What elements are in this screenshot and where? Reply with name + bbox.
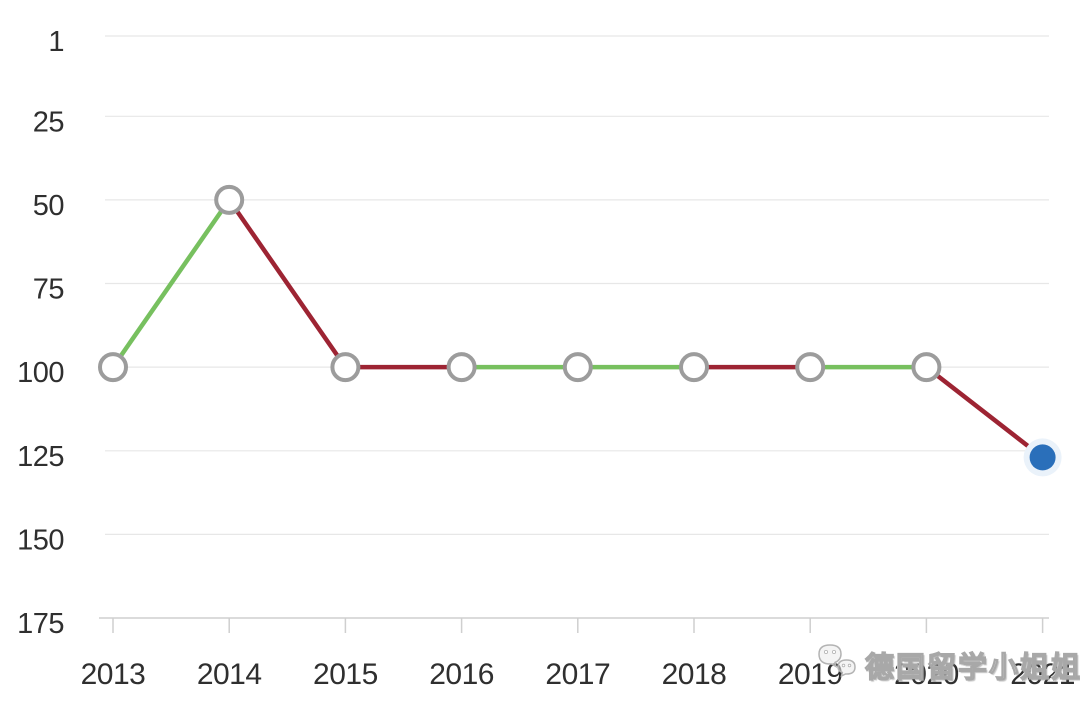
y-axis-label-175: 175 [17, 608, 64, 640]
y-axis-label-1: 1 [48, 26, 64, 58]
data-point-2018 [679, 352, 709, 383]
line-segment-2014-2015 [226, 197, 348, 370]
y-axis-label-75: 75 [33, 274, 64, 306]
y-axis-label-150: 150 [17, 524, 64, 556]
data-point-2015 [330, 352, 361, 383]
data-point-2021 [1029, 444, 1056, 471]
x-axis-label-2018: 2018 [662, 658, 727, 691]
data-point-2014 [214, 184, 245, 215]
x-axis-label-2016: 2016 [429, 658, 494, 691]
x-axis-label-2017: 2017 [545, 658, 610, 691]
line-segment-2013-2014 [110, 197, 232, 370]
x-axis-label-2015: 2015 [313, 658, 378, 691]
x-axis-label-2021: 2021 [1010, 658, 1075, 691]
y-axis-label-50: 50 [33, 190, 64, 222]
x-axis-label-2014: 2014 [197, 658, 262, 691]
data-point-2017 [562, 352, 593, 383]
line-segment-2020-2021 [924, 364, 1045, 460]
data-point-2019 [795, 352, 826, 383]
y-axis-label-100: 100 [17, 357, 64, 389]
x-axis-label-2020: 2020 [894, 658, 959, 691]
y-axis-label-25: 25 [33, 106, 64, 138]
x-axis-label-2013: 2013 [81, 658, 146, 691]
data-point-2013 [98, 352, 128, 383]
data-point-2016 [446, 352, 477, 383]
y-axis-label-125: 125 [17, 441, 64, 473]
x-axis-label-2019: 2019 [778, 658, 843, 691]
data-point-2020 [911, 352, 942, 383]
